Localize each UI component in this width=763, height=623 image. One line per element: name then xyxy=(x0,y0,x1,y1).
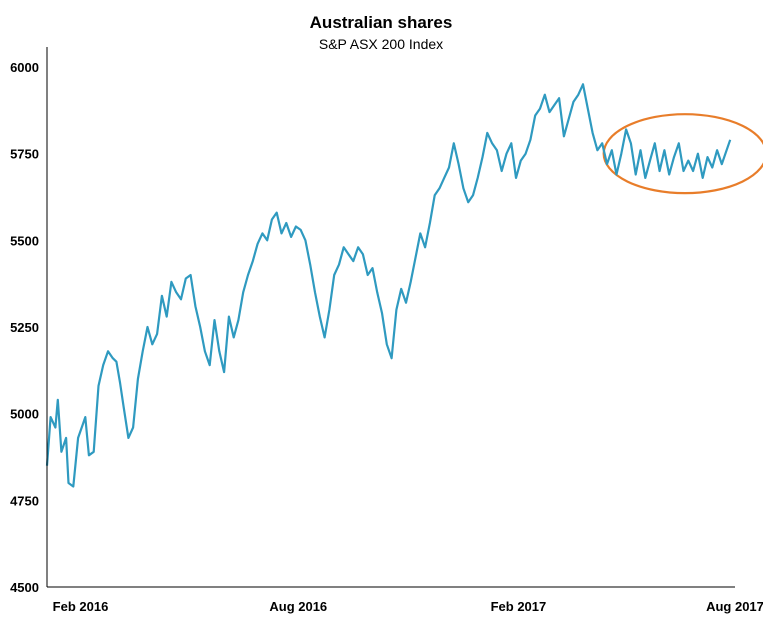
y-tick-label: 4750 xyxy=(10,493,39,508)
y-tick-label: 5000 xyxy=(10,407,39,422)
y-tick-label: 5250 xyxy=(10,320,39,335)
highlight-ellipse xyxy=(602,113,763,195)
chart-subtitle: S&P ASX 200 Index xyxy=(319,36,443,52)
x-tick-label: Aug 2017 xyxy=(706,599,763,614)
series-line-0 xyxy=(45,83,732,488)
chart-title: Australian shares xyxy=(310,13,453,32)
y-tick-label: 5500 xyxy=(10,233,39,248)
y-tick-label: 6000 xyxy=(10,60,39,75)
x-tick-label: Aug 2016 xyxy=(269,599,327,614)
x-tick-label: Feb 2017 xyxy=(491,599,547,614)
y-tick-label: 4500 xyxy=(10,580,39,595)
y-tick-label: 5750 xyxy=(10,147,39,162)
x-tick-label: Feb 2016 xyxy=(53,599,109,614)
